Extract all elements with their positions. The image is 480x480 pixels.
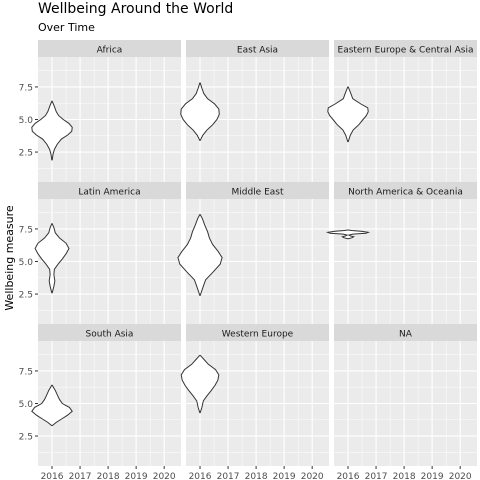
- y-tick-label: 2.5: [19, 149, 33, 159]
- facet-strip: [186, 40, 329, 57]
- x-tick-label: 2019: [273, 472, 296, 480]
- violin-shape: [325, 229, 371, 240]
- violin-shape: [327, 86, 369, 143]
- x-tick-label: 2019: [421, 472, 444, 480]
- violin-shape: [31, 384, 73, 427]
- violin-shape: [34, 223, 70, 294]
- facet-label: Latin America: [78, 188, 140, 198]
- facet-label: East Asia: [237, 46, 278, 56]
- x-tick-label: 2016: [189, 472, 212, 480]
- facet-label: North America & Oceania: [348, 188, 463, 198]
- x-tick-label: 2018: [97, 472, 120, 480]
- y-tick-label: 2.5: [19, 433, 33, 443]
- facet-label: Western Europe: [222, 330, 294, 340]
- facet-strip: [38, 182, 181, 199]
- panel: Latin America 2.5 5.0 7.5: [19, 182, 181, 324]
- panel: NA 2016 2017 2018 2019 2020: [334, 324, 477, 480]
- facet-strip: [334, 40, 477, 57]
- y-tick-label: 7.5: [19, 83, 33, 93]
- x-tick-label: 2016: [337, 472, 360, 480]
- panel: Middle East: [177, 182, 329, 324]
- y-tick-label: 5.0: [19, 258, 34, 268]
- x-tick-label: 2020: [449, 472, 472, 480]
- facet-strip: [38, 324, 181, 341]
- violin-shape: [31, 100, 73, 161]
- facet-strip: [186, 182, 329, 199]
- panel: South Asia 2.5 5.0 7.5 2016 2017 2018 2019 2020: [19, 324, 181, 480]
- x-tick-label: 2020: [301, 472, 324, 480]
- violin-shape: [180, 354, 220, 414]
- facet-strip: [334, 182, 477, 199]
- facet-label: Middle East: [231, 188, 283, 198]
- facet-label: Eastern Europe & Central Asia: [338, 46, 474, 56]
- x-tick-label: 2018: [245, 472, 268, 480]
- violin-shape: [180, 82, 220, 141]
- y-tick-label: 5.0: [19, 400, 34, 410]
- chart-subtitle: Over Time: [38, 21, 95, 34]
- x-tick-label: 2016: [41, 472, 64, 480]
- panel: Western Europe 2016 2017 2018 2019 2020: [180, 324, 329, 480]
- facet-label: NA: [399, 330, 413, 340]
- violin-shape: [177, 214, 223, 296]
- chart-title: Wellbeing Around the World: [38, 1, 234, 17]
- facet-strip: [186, 324, 329, 341]
- y-tick-label: 7.5: [19, 367, 33, 377]
- y-axis-label: Wellbeing measure: [3, 205, 16, 311]
- y-tick-label: 2.5: [19, 291, 33, 301]
- panel: East Asia: [180, 40, 329, 182]
- panel: Eastern Europe & Central Asia: [327, 40, 477, 182]
- x-tick-label: 2020: [153, 472, 176, 480]
- facet-label: Africa: [97, 46, 123, 56]
- y-tick-label: 7.5: [19, 225, 33, 235]
- x-tick-label: 2017: [365, 472, 388, 480]
- panel: North America & Oceania: [325, 182, 477, 324]
- x-tick-label: 2017: [217, 472, 240, 480]
- x-tick-label: 2018: [393, 472, 416, 480]
- facet-strip: [334, 324, 477, 341]
- facet-strip: [38, 40, 181, 57]
- facet-label: South Asia: [86, 330, 134, 340]
- y-tick-label: 5.0: [19, 116, 34, 126]
- panels-layer: Africa 2.5 5.0 7.5 East Asia Eastern Europe &…: [19, 40, 477, 480]
- x-tick-label: 2017: [69, 472, 92, 480]
- panel: Africa 2.5 5.0 7.5: [19, 40, 181, 182]
- x-tick-label: 2019: [125, 472, 148, 480]
